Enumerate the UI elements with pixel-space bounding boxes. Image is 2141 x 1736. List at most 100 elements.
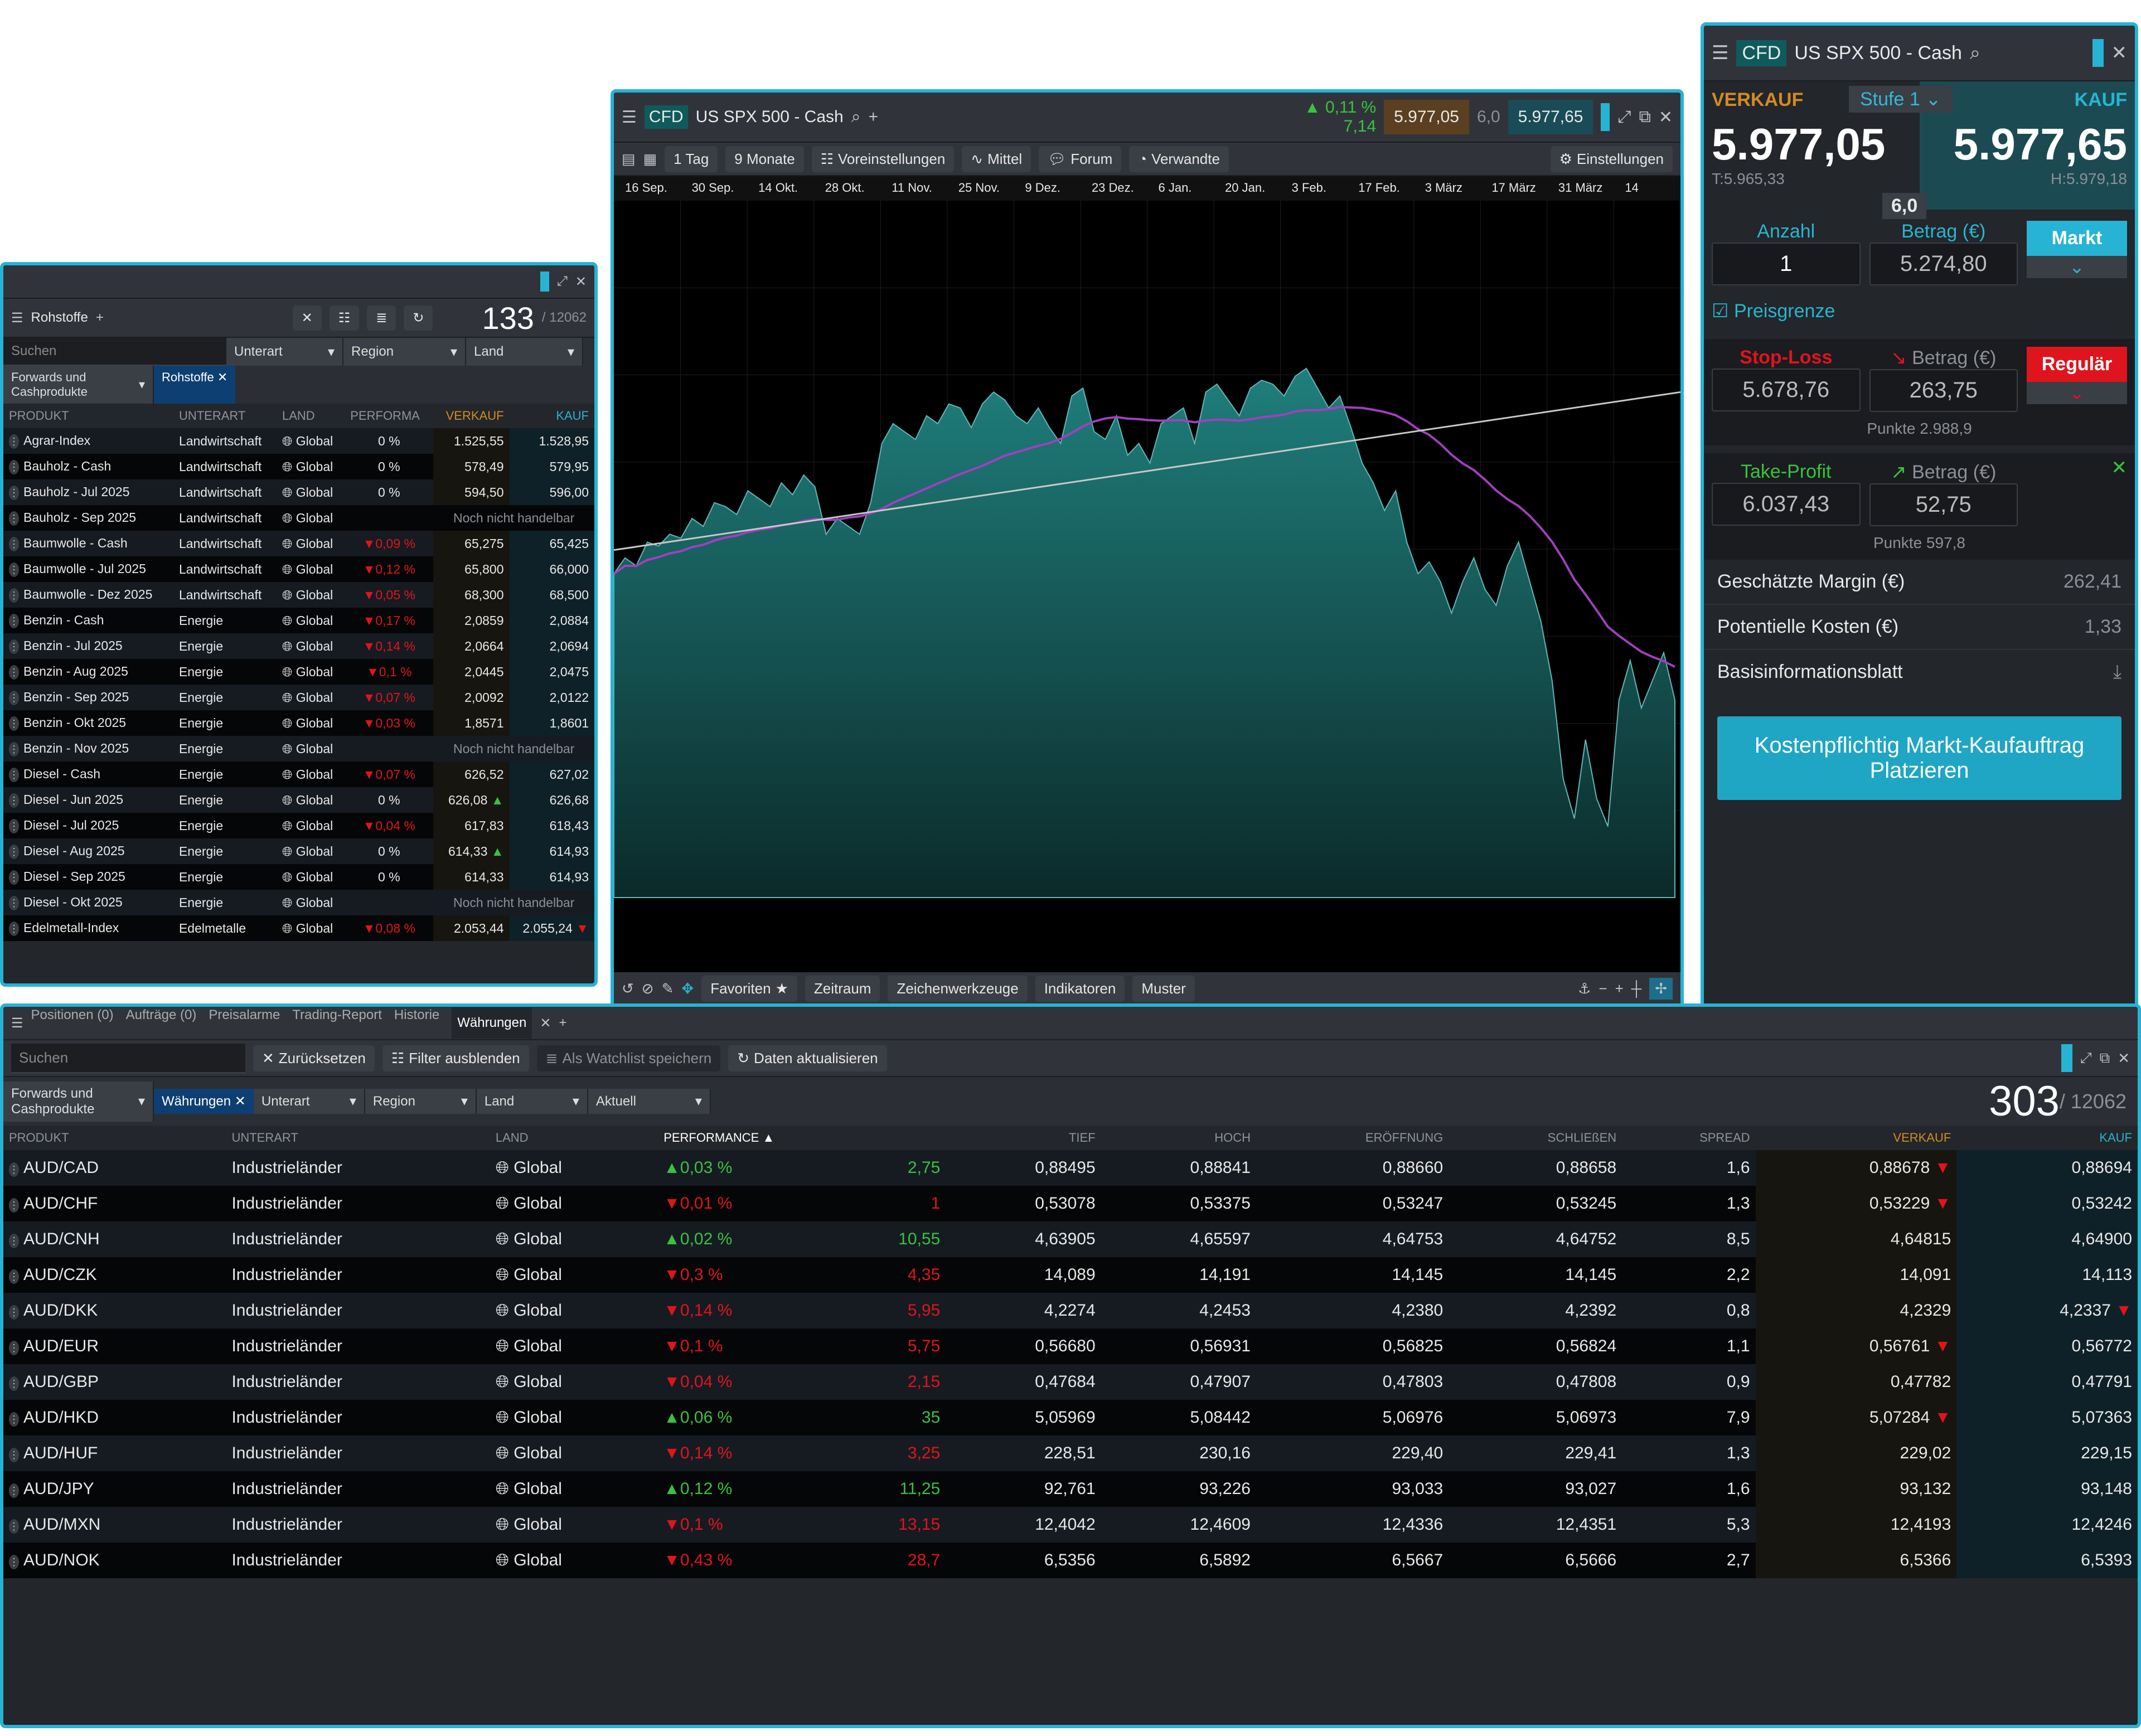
menu-icon[interactable]: ☰ [11, 1015, 23, 1031]
col-tief[interactable]: TIEF [1068, 1131, 1096, 1145]
buy-cell[interactable]: 5,07363 [1956, 1400, 2138, 1436]
sell-cell[interactable]: 578,49 [433, 454, 510, 479]
interval-button[interactable]: 1 Tag [665, 146, 718, 172]
sell-cell[interactable]: 626,08 ▲ [433, 787, 510, 813]
sell-cell[interactable]: 0,47782 [1755, 1364, 1957, 1400]
table-row[interactable]: ⋮ Bauholz - Cash Landwirtschaft 🌐︎ Global 0 … [3, 454, 594, 479]
drag-handle-icon[interactable]: ⋮ [9, 460, 19, 474]
table-row[interactable]: ⋮ Diesel - Aug 2025 Energie 🌐︎ Global 0 % 614… [3, 838, 594, 864]
pencil-icon[interactable]: ✎ [661, 979, 674, 997]
margin-row[interactable]: Geschätzte Margin (€) 262,41 [1704, 560, 2135, 605]
col-hoch[interactable]: HOCH [1214, 1131, 1251, 1145]
sell-cell[interactable]: 0,88678 ▼ [1755, 1150, 1957, 1186]
filter-category[interactable]: Forwards und Cashprodukte ▾ [3, 1081, 154, 1122]
qty-input[interactable]: 1 [1712, 243, 1861, 285]
sell-cell[interactable]: 4,2329 [1755, 1293, 1957, 1328]
drag-handle-icon[interactable]: ⋮ [9, 1448, 19, 1462]
drag-handle-icon[interactable]: ⋮ [9, 1305, 19, 1320]
sell-cell[interactable]: 626,52 [433, 762, 510, 787]
buy-cell[interactable]: 93,148 [1956, 1471, 2138, 1507]
hide-icon[interactable]: ⊘ [641, 979, 654, 997]
drag-handle-icon[interactable]: ⋮ [9, 1376, 19, 1391]
sell-cell[interactable]: 2,0859 [433, 608, 510, 633]
buy-cell[interactable]: 0,47791 [1956, 1364, 2138, 1400]
drag-handle-icon[interactable]: ⋮ [9, 1483, 19, 1498]
table-row[interactable]: ⋮ Benzin - Jul 2025 Energie 🌐︎ Global ▼0,14 … [3, 633, 594, 659]
search-input[interactable]: Suchen [3, 338, 226, 366]
col-unterart[interactable]: UNTERART [231, 1131, 298, 1145]
filter-region[interactable]: Region ▾ [343, 338, 466, 366]
list-icon[interactable]: ≣ [367, 305, 396, 331]
clear-button[interactable]: ✕ [292, 305, 322, 331]
favorites-button[interactable]: Favoriten ★ [701, 975, 797, 1002]
drag-handle-icon[interactable]: ⋮ [9, 691, 19, 705]
table-row[interactable]: ⋮ Bauholz - Sep 2025 Landwirtschaft 🌐︎ Glob… [3, 505, 594, 531]
buy-cell[interactable]: 627,02 [509, 762, 594, 787]
layout-icon[interactable] [540, 271, 549, 292]
related-button[interactable]: ◔ Verwandte [1129, 146, 1229, 172]
table-row[interactable]: ⋮ AUD/CZK Industrieländer 🌐︎ Global ▼0,3 % 4,… [3, 1257, 2138, 1293]
forum-button[interactable]: 💬︎ Forum [1039, 146, 1122, 172]
col-close[interactable]: SCHLIEßEN [1547, 1131, 1617, 1145]
patterns-button[interactable]: Muster [1132, 975, 1195, 1002]
close-icon[interactable]: ✕ [575, 274, 587, 289]
table-row[interactable]: ⋮ Diesel - Sep 2025 Energie 🌐︎ Global 0 % 614… [3, 864, 594, 890]
tab-4[interactable]: Historie [394, 1007, 440, 1022]
table-row[interactable]: ⋮ Diesel - Okt 2025 Energie 🌐︎ Global Noch n… [3, 890, 594, 915]
sell-cell[interactable]: 65,800 [433, 556, 510, 582]
remove-stop-icon[interactable]: ✕ [2111, 343, 2128, 364]
col-open[interactable]: ERÖFFNUNG [1365, 1131, 1444, 1145]
sell-cell[interactable]: 5,07284 ▼ [1755, 1400, 1957, 1436]
drag-handle-icon[interactable]: ⋮ [9, 511, 19, 526]
layout-icon[interactable] [2092, 39, 2104, 67]
buy-cell[interactable]: 596,00 [509, 479, 594, 505]
save-watchlist-button[interactable]: ≣ Als Watchlist speichern [536, 1045, 721, 1071]
table-row[interactable]: ⋮ Bauholz - Jul 2025 Landwirtschaft 🌐︎ Glob… [3, 479, 594, 505]
drag-handle-icon[interactable]: ⋮ [9, 614, 19, 628]
col-spread[interactable]: SPREAD [1699, 1131, 1750, 1145]
sell-cell[interactable]: 1,8571 [433, 710, 510, 736]
layout-icon[interactable] [2061, 1044, 2072, 1072]
buy-cell[interactable]: 2,0122 [509, 685, 594, 710]
filter-chip-rohstoffe[interactable]: Rohstoffe ✕ [154, 366, 236, 404]
drag-handle-icon[interactable]: ⋮ [9, 742, 19, 757]
sell-cell[interactable]: 229,02 [1755, 1436, 1957, 1471]
table-row[interactable]: ⋮ AUD/NOK Industrieländer 🌐︎ Global ▼0,43 % 2… [3, 1543, 2138, 1578]
menu-icon[interactable]: ☰ [11, 310, 23, 326]
drag-handle-icon[interactable]: ⋮ [9, 793, 19, 808]
buy-cell[interactable]: 2,0694 [509, 633, 594, 659]
buy-cell[interactable]: 2,0884 [509, 608, 594, 633]
sell-cell[interactable]: 614,33 ▲ [433, 838, 510, 864]
buy-cell[interactable]: 1.528,95 [509, 428, 594, 454]
drag-handle-icon[interactable]: ⋮ [9, 845, 19, 859]
sell-cell[interactable]: 2,0092 [433, 685, 510, 710]
close-icon[interactable]: ✕ [2118, 1049, 2130, 1066]
stop-price-input[interactable]: 5.678,76 [1712, 368, 1861, 411]
sell-cell[interactable]: 614,33 [433, 864, 510, 890]
drag-handle-icon[interactable]: ⋮ [9, 1162, 19, 1177]
filter-land[interactable]: Land ▾ [466, 338, 583, 366]
table-row[interactable]: ⋮ Baumwolle - Jul 2025 Landwirtschaft 🌐︎ Gl… [3, 556, 594, 582]
popout-icon[interactable]: ⧉ [2099, 1049, 2110, 1066]
drag-handle-icon[interactable]: ⋮ [9, 1519, 19, 1534]
filter-icon[interactable]: ☷ [329, 305, 360, 331]
expand-icon[interactable]: ⤢ [1617, 108, 1631, 126]
drag-handle-icon[interactable]: ⋮ [9, 486, 19, 500]
panel-icon[interactable]: ▤ [622, 150, 636, 167]
search-input[interactable]: Suchen [11, 1043, 245, 1073]
table-row[interactable]: ⋮ Diesel - Jul 2025 Energie 🌐︎ Global ▼0,04 … [3, 813, 594, 838]
undo-icon[interactable]: ↺ [622, 979, 634, 997]
buy-cell[interactable]: 4,2337 ▼ [1956, 1293, 2138, 1328]
buy-cell[interactable]: 6,5393 [1956, 1543, 2138, 1578]
instrument-name[interactable]: US SPX 500 - Cash [695, 108, 844, 126]
col-kauf[interactable]: KAUF [556, 409, 589, 423]
download-icon[interactable]: ⤓ [2113, 661, 2121, 682]
add-tab-icon[interactable]: + [95, 310, 104, 325]
buy-cell[interactable]: 614,93 [509, 864, 594, 890]
stop-type-select[interactable]: Regulär ⌄ [2027, 347, 2127, 412]
close-tab-icon[interactable]: ✕ [540, 1015, 551, 1031]
instrument-name[interactable]: US SPX 500 - Cash [1794, 42, 1962, 64]
filter-region[interactable]: Region ▾ [365, 1089, 477, 1114]
buy-cell[interactable]: 626,68 [509, 787, 594, 813]
search-icon[interactable]: ⌕ [851, 108, 861, 126]
